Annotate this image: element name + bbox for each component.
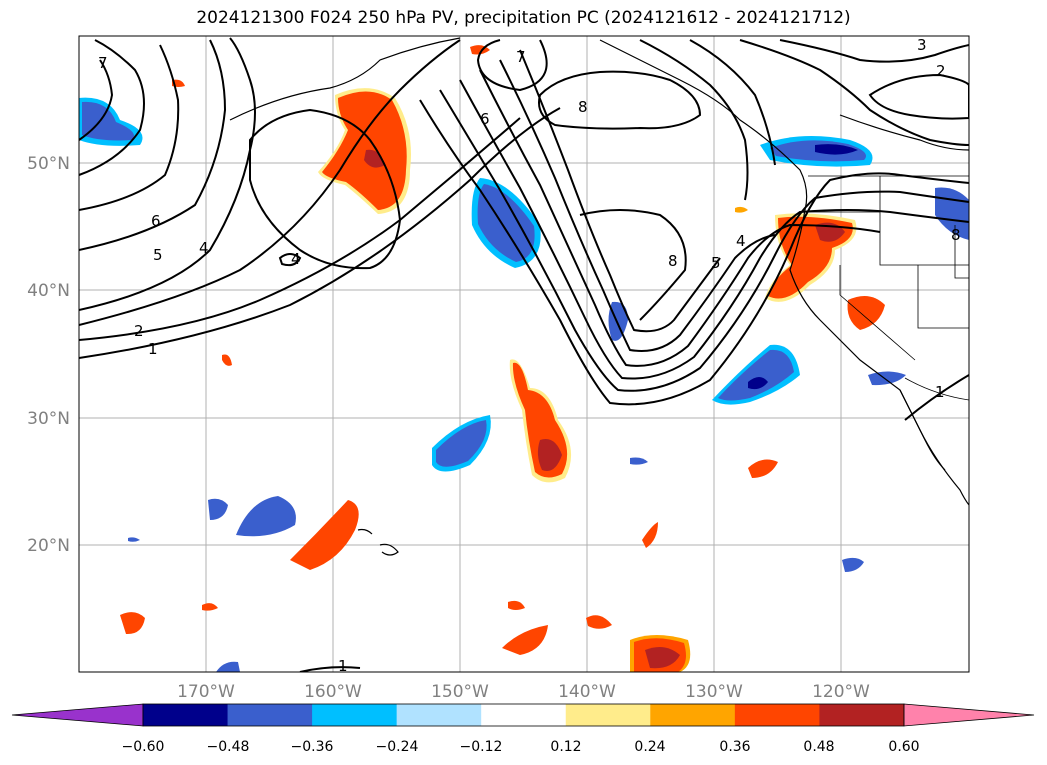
colorbar-tick: −0.12 — [460, 739, 503, 755]
colorbar-tick: −0.60 — [122, 739, 165, 755]
lat-label-40n: 40°N — [27, 281, 70, 301]
colorbar-extend-max — [904, 704, 1034, 726]
plot-area: 7 6 5 4 2 1 4 6 7 8 8 5 4 3 2 1 8 1 — [79, 36, 969, 675]
colorbar-segment — [228, 704, 313, 726]
colorbar-extend-min — [12, 704, 143, 726]
lon-label-160w: 160°W — [304, 682, 362, 702]
contour-label: 2 — [134, 322, 144, 340]
colorbar-tick: 0.60 — [888, 739, 919, 755]
colorbar-tick: −0.48 — [207, 739, 250, 755]
colorbar-segment — [650, 704, 735, 726]
colorbar: −0.60 −0.48 −0.36 −0.24 −0.12 0.12 0.24 … — [12, 704, 1034, 755]
colorbar-segment — [819, 704, 904, 726]
contour-label: 8 — [578, 98, 588, 116]
contour-label: 2 — [936, 62, 946, 80]
lat-label-50n: 50°N — [27, 154, 70, 174]
colorbar-tick: 0.48 — [803, 739, 834, 755]
colorbar-segment — [566, 704, 651, 726]
colorbar-tick: −0.24 — [376, 739, 419, 755]
colorbar-segment — [143, 704, 228, 726]
lon-label-150w: 150°W — [431, 682, 489, 702]
lon-label-170w: 170°W — [177, 682, 235, 702]
colorbar-tick: −0.36 — [291, 739, 334, 755]
colorbar-segment — [397, 704, 482, 726]
contour-label: 7 — [98, 54, 108, 72]
lat-label-30n: 30°N — [27, 409, 70, 429]
contour-label: 3 — [917, 36, 927, 54]
contour-label: 6 — [151, 212, 161, 230]
contour-label: 5 — [711, 254, 721, 272]
colorbar-tick: 0.12 — [550, 739, 581, 755]
contour-label: 5 — [153, 246, 163, 264]
lon-label-130w: 130°W — [685, 682, 743, 702]
colorbar-tick: 0.36 — [719, 739, 750, 755]
latitude-labels: 50°N 40°N 30°N 20°N — [27, 154, 70, 556]
lon-label-120w: 120°W — [812, 682, 870, 702]
colorbar-tick-labels: −0.60 −0.48 −0.36 −0.24 −0.12 0.12 0.24 … — [122, 739, 920, 755]
contour-label: 7 — [516, 48, 526, 66]
contour-label: 8 — [951, 226, 961, 244]
lat-label-20n: 20°N — [27, 536, 70, 556]
contour-label: 6 — [480, 110, 490, 128]
colorbar-tick: 0.24 — [634, 739, 665, 755]
colorbar-segment — [481, 704, 566, 726]
longitude-labels: 170°W 160°W 150°W 140°W 130°W 120°W — [177, 682, 870, 702]
colorbar-segment — [312, 704, 397, 726]
contour-label: 8 — [668, 252, 678, 270]
contour-label: 4 — [291, 250, 301, 268]
map-figure: 7 6 5 4 2 1 4 6 7 8 8 5 4 3 2 1 8 1 50°N… — [0, 0, 1047, 765]
contour-label: 1 — [935, 383, 945, 401]
contour-label: 4 — [199, 239, 209, 257]
colorbar-segments — [12, 704, 1034, 726]
lon-label-140w: 140°W — [558, 682, 616, 702]
contour-label: 4 — [736, 232, 746, 250]
colorbar-segment — [735, 704, 820, 726]
contour-label: 1 — [148, 340, 158, 358]
